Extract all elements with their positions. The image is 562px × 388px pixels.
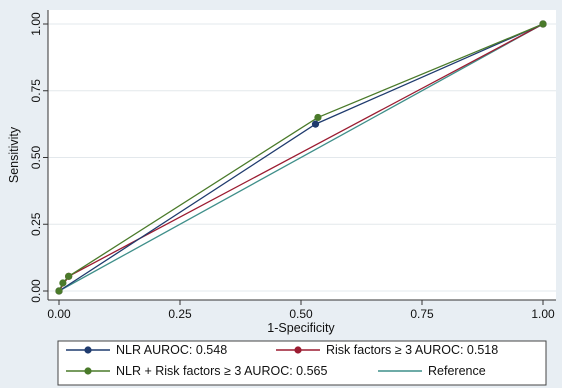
x-tick-label-4: 1.00: [531, 307, 555, 321]
plot-background: [48, 10, 556, 300]
y-tick-label-0: 0.00: [29, 279, 43, 303]
axes: [43, 10, 556, 305]
y-tick-label-4: 1.00: [29, 12, 43, 36]
series-2-point-4: [539, 20, 547, 28]
series-2-point-1: [59, 279, 67, 287]
series-2-point-0: [55, 287, 63, 295]
series-group: [55, 20, 547, 295]
y-tick-label-1: 0.25: [29, 212, 43, 236]
y-tick-label-3: 0.75: [29, 79, 43, 103]
x-tick-label-2: 0.50: [289, 307, 313, 321]
x-tick-label-1: 0.25: [168, 307, 192, 321]
legend-marker-1: [294, 346, 302, 354]
series-2-point-2: [65, 272, 73, 280]
legend-label-3: Reference: [428, 364, 486, 378]
x-tick-labels: 0.00 0.25 0.50 0.75 1.00: [47, 307, 555, 321]
legend: NLR AUROC: 0.548 Risk factors ≥ 3 AUROC: …: [66, 343, 498, 378]
y-axis-title: Sensitivity: [7, 126, 21, 183]
legend-label-1: Risk factors ≥ 3 AUROC: 0.518: [326, 343, 498, 357]
y-tick-labels: 0.00 0.25 0.50 0.75 1.00: [29, 12, 43, 303]
legend-marker-0: [84, 346, 92, 354]
legend-box: [57, 340, 547, 386]
series-line-3: [58, 23, 544, 292]
x-tick-label-0: 0.00: [47, 307, 71, 321]
x-axis-title: 1-Specificity: [267, 321, 335, 335]
legend-label-2: NLR + Risk factors ≥ 3 AUROC: 0.565: [116, 364, 327, 378]
series-0-point-1: [311, 120, 320, 128]
series-2-point-3: [314, 113, 322, 122]
x-tick-label-3: 0.75: [410, 307, 434, 321]
legend-label-0: NLR AUROC: 0.548: [116, 343, 227, 357]
y-tick-label-2: 0.50: [29, 145, 43, 169]
legend-marker-2: [84, 367, 92, 375]
